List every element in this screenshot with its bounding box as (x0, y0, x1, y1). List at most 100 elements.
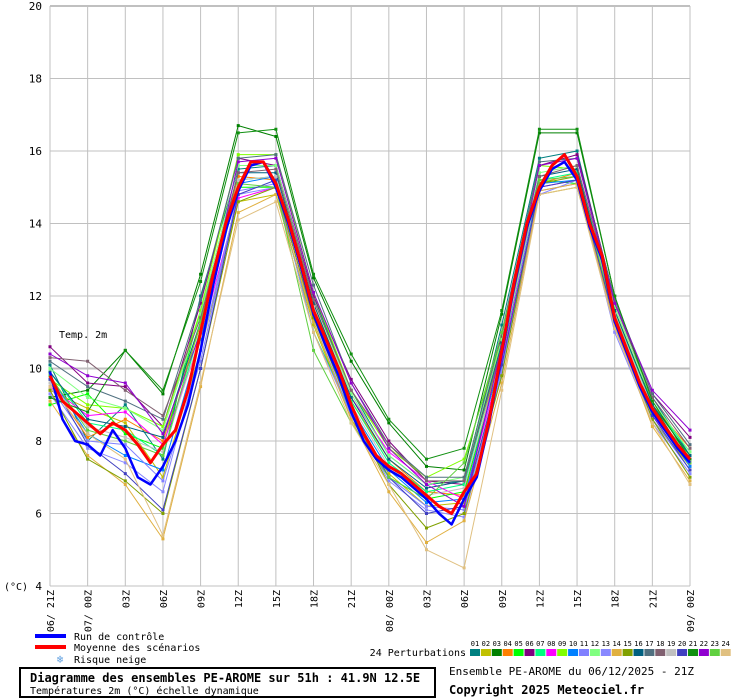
data-point (537, 171, 541, 175)
data-point (424, 479, 428, 483)
perturbation-swatch-10 (568, 649, 579, 656)
data-point (349, 359, 353, 363)
data-point (274, 200, 278, 204)
data-point (86, 388, 90, 392)
data-point (688, 483, 692, 486)
data-point (123, 348, 127, 352)
data-point (86, 425, 90, 428)
perturbation-number: 20 (678, 640, 686, 648)
data-point (613, 327, 617, 331)
perturbation-swatch-15 (622, 649, 633, 656)
x-tick-label: 21Z (347, 590, 358, 608)
data-point (161, 490, 165, 494)
data-point (123, 432, 127, 436)
perturbation-number: 16 (634, 640, 642, 648)
perturbation-line-01 (49, 150, 691, 485)
data-point (161, 537, 165, 541)
perturbation-line-18 (49, 165, 691, 482)
perturbation-number: 05 (514, 640, 522, 648)
data-point (500, 338, 504, 341)
data-point (86, 428, 90, 432)
data-point (48, 359, 52, 363)
data-point (236, 131, 240, 135)
data-point (274, 127, 278, 131)
data-point (161, 435, 165, 439)
y-tick-label: 16 (29, 145, 42, 158)
ensemble-run-info: Ensemble PE-AROME du 06/12/2025 - 21Z (449, 665, 695, 678)
data-point (123, 479, 127, 483)
y-tick-label: 4 (35, 580, 42, 593)
data-point (161, 533, 165, 537)
data-point (123, 457, 127, 461)
data-point (688, 472, 692, 476)
data-point (274, 193, 278, 196)
data-point (236, 182, 240, 186)
x-tick-label: 03Z (422, 590, 433, 608)
data-point (500, 334, 504, 338)
data-point (161, 446, 165, 450)
data-point (387, 421, 391, 425)
perturbation-swatch-12 (589, 649, 600, 656)
data-point (312, 290, 316, 294)
data-point (48, 385, 52, 389)
data-point (86, 374, 90, 378)
x-tick-label: 06/ 21Z (46, 590, 57, 632)
data-point (575, 127, 579, 131)
x-tick-label: 15Z (573, 590, 584, 608)
data-point (274, 153, 278, 157)
perturbation-swatch-02 (480, 649, 491, 656)
perturbation-line-24 (49, 186, 691, 569)
perturbation-number: 10 (569, 640, 577, 648)
data-point (236, 164, 240, 167)
data-point (537, 160, 541, 164)
legend-mean-label: Moyenne des scénarios (74, 642, 200, 654)
data-point (349, 421, 353, 425)
data-point (86, 359, 90, 363)
data-point (199, 312, 203, 316)
data-point (312, 316, 316, 320)
data-point (274, 178, 278, 182)
data-point (349, 377, 353, 381)
perturbation-number: 06 (525, 640, 533, 648)
data-point (86, 385, 90, 389)
data-point (86, 392, 90, 396)
perturbation-number: 18 (656, 640, 664, 648)
data-point (500, 367, 504, 370)
data-point (86, 381, 90, 385)
perturbation-number: 24 (721, 640, 729, 648)
data-point (688, 468, 692, 472)
data-point (462, 483, 466, 486)
data-point (312, 301, 316, 305)
data-point (613, 298, 617, 302)
data-point (199, 272, 203, 276)
data-point (123, 425, 127, 428)
x-tick-label: 09Z (197, 590, 208, 608)
chart-title: Diagramme des ensembles PE-AROME sur 51h… (30, 671, 421, 685)
data-point (688, 443, 692, 447)
perturbation-swatch-09 (557, 649, 568, 656)
data-point (123, 417, 127, 421)
data-point (86, 435, 90, 439)
data-point (199, 309, 203, 312)
data-point (48, 352, 52, 356)
x-tick-label: 12Z (535, 590, 546, 608)
data-point (236, 196, 240, 200)
data-point (387, 475, 391, 479)
data-point (312, 323, 316, 327)
data-point (387, 443, 391, 447)
data-point (349, 381, 353, 385)
data-point (161, 479, 165, 483)
data-point (123, 461, 127, 465)
x-tick-label: 08/ 00Z (385, 590, 396, 632)
data-point (236, 153, 240, 157)
data-point (161, 425, 165, 428)
data-point (424, 508, 428, 512)
data-point (161, 428, 165, 432)
data-point (86, 414, 90, 418)
legend-control-label: Run de contrôle (74, 631, 164, 643)
data-point (537, 174, 541, 178)
data-point (500, 330, 504, 334)
perturbation-number: 07 (536, 640, 544, 648)
data-point (575, 167, 579, 171)
